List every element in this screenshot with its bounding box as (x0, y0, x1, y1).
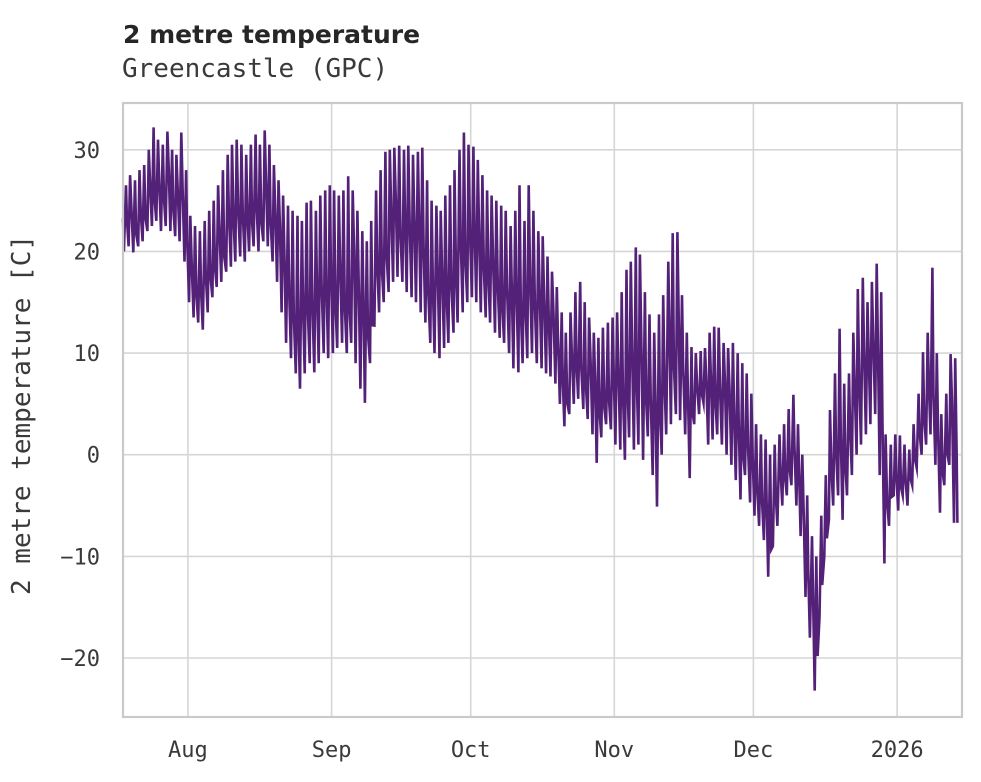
x-tick-label: Aug (168, 738, 208, 763)
y-tick-label: 30 (74, 139, 101, 164)
chart-subtitle: Greencastle (GPC) (122, 54, 389, 84)
y-axis-label: 2 metre temperature [C] (7, 235, 37, 595)
gridlines (123, 103, 962, 717)
chart-title: 2 metre temperature (123, 20, 421, 49)
y-tick-label: 20 (74, 240, 101, 265)
x-tick-label: Sep (312, 738, 352, 763)
y-tick-label: 0 (87, 444, 100, 469)
x-tick-label: Nov (594, 738, 634, 763)
y-tick-label: −10 (60, 545, 100, 570)
x-tick-label: Dec (734, 738, 774, 763)
axis-tick-labels: 30 20 10 0 −10 −20 Aug Sep Oct Nov Dec 2026 (60, 139, 923, 763)
plot-border (121, 101, 964, 719)
x-tick-label: 2026 (871, 738, 924, 763)
temperature-line (121, 127, 959, 691)
x-tick-label: Oct (451, 738, 491, 763)
y-tick-label: 10 (74, 342, 101, 367)
y-tick-label: −20 (60, 647, 100, 672)
